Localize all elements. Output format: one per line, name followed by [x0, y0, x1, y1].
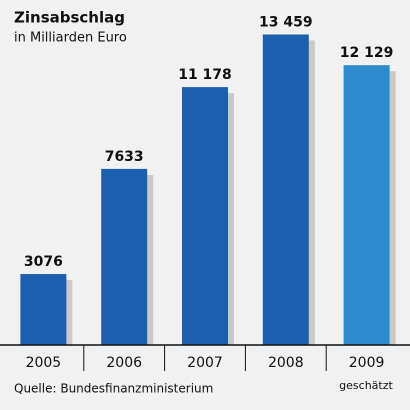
chart-title: Zinsabschlag — [14, 9, 125, 27]
bar — [182, 87, 228, 345]
chart-subtitle: in Milliarden Euro — [14, 31, 127, 46]
value-label: 11 178 — [178, 67, 232, 83]
x-tick-label: 2008 — [268, 355, 304, 371]
bar — [343, 65, 390, 346]
annotation: geschätzt — [339, 379, 393, 392]
value-label: 12 129 — [340, 45, 394, 61]
x-tick-label: 2005 — [26, 355, 62, 371]
x-tick-label: 2006 — [106, 355, 142, 371]
value-label: 3076 — [24, 254, 63, 270]
bar — [262, 34, 309, 346]
bar — [20, 274, 67, 345]
x-tick-label: 2007 — [187, 355, 223, 371]
value-label: 7633 — [105, 149, 144, 165]
bar — [101, 168, 148, 345]
x-tick-label: 2009 — [349, 355, 385, 371]
source: Quelle: Bundesfinanzministerium — [14, 382, 213, 396]
value-label: 13 459 — [259, 14, 313, 30]
